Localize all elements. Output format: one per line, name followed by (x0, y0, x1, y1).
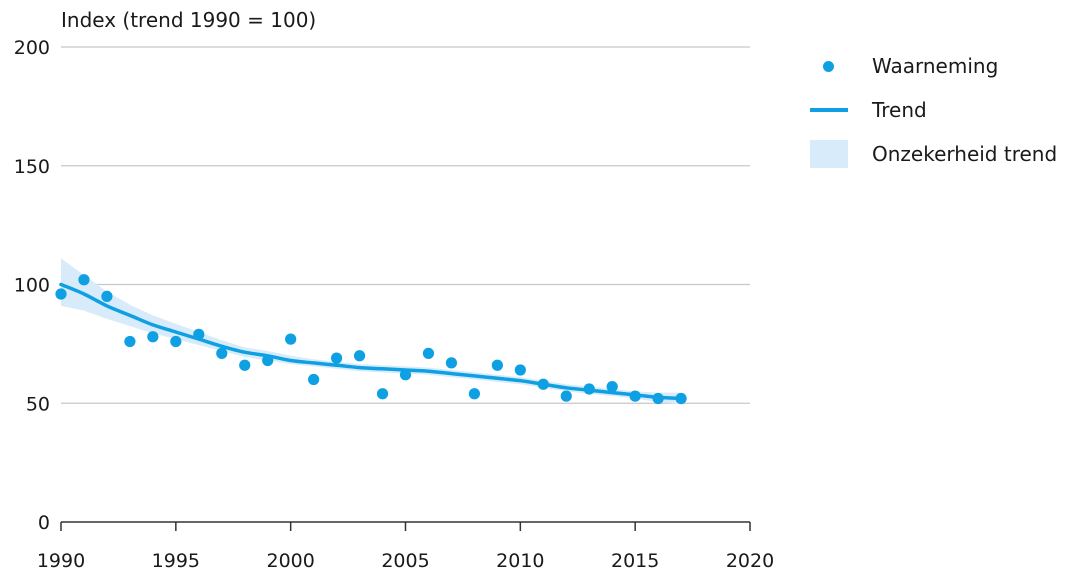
y-tick-label-150: 150 (14, 156, 50, 178)
point-2008 (468, 388, 480, 400)
point-2011 (537, 378, 549, 390)
point-2003 (353, 350, 366, 362)
x-tick-label-2005: 2005 (381, 550, 429, 572)
point-2010 (514, 364, 526, 376)
point-2015 (629, 390, 641, 402)
point-1993 (124, 335, 136, 348)
trend-line-path (59, 282, 683, 401)
x-tick-label-2020: 2020 (726, 550, 774, 572)
point-2007 (445, 357, 458, 369)
point-2006 (422, 347, 435, 359)
point-2002 (331, 352, 343, 364)
y-tick-label-50: 50 (26, 393, 50, 415)
legend-item-waarneming: Waarneming (808, 44, 1058, 88)
point-2013 (583, 383, 595, 395)
x-tick-label-2015: 2015 (611, 550, 659, 572)
legend-swatch-line (808, 96, 850, 124)
point-1997 (216, 347, 228, 359)
point-2014 (606, 381, 618, 393)
point-2009 (491, 359, 503, 371)
trend-line (59, 282, 683, 401)
point-2004 (376, 388, 389, 400)
point-1992 (101, 290, 113, 302)
x-tick-label-2000: 2000 (266, 550, 314, 572)
point-2016 (652, 392, 664, 405)
x-tick-label-2010: 2010 (496, 550, 544, 572)
point-1990 (55, 288, 67, 300)
point-2012 (560, 390, 572, 402)
legend-swatch-points (808, 52, 850, 80)
point-2005 (399, 369, 412, 381)
gridlines (61, 46, 750, 404)
y-tick-label-0: 0 (38, 512, 50, 534)
legend-label-trend: Trend (872, 98, 927, 122)
point-1991 (78, 274, 90, 286)
y-tick-labels: 0 50 100 150 200 (14, 37, 50, 534)
legend-label-onzekerheid: Onzekerheid trend (872, 142, 1058, 166)
uncertainty-band (61, 258, 682, 405)
point-2000 (285, 333, 297, 345)
legend-item-onzekerheid: Onzekerheid trend (808, 132, 1058, 176)
x-tick-label-1990: 1990 (37, 550, 85, 572)
point-2017 (675, 392, 687, 405)
legend-swatch-band (808, 140, 850, 168)
legend: Waarneming Trend Onzekerheid trend (808, 44, 1058, 176)
point-1996 (193, 328, 205, 340)
point-1999 (262, 354, 274, 367)
legend-item-trend: Trend (808, 88, 1058, 132)
point-1998 (239, 359, 251, 371)
band-onzekerheid-trend (61, 258, 682, 405)
point-2001 (308, 373, 320, 386)
y-tick-label-200: 200 (14, 37, 50, 59)
x-axis: 1990 1995 2000 2005 2010 2015 2020 (37, 521, 774, 572)
point-1995 (170, 335, 182, 348)
y-axis-label: Index (trend 1990 = 100) (61, 8, 316, 32)
y-tick-label-100: 100 (14, 275, 50, 297)
observation-points (55, 274, 687, 405)
x-tick-label-1995: 1995 (152, 550, 200, 572)
legend-label-waarneming: Waarneming (872, 54, 999, 78)
point-1994 (147, 331, 159, 343)
